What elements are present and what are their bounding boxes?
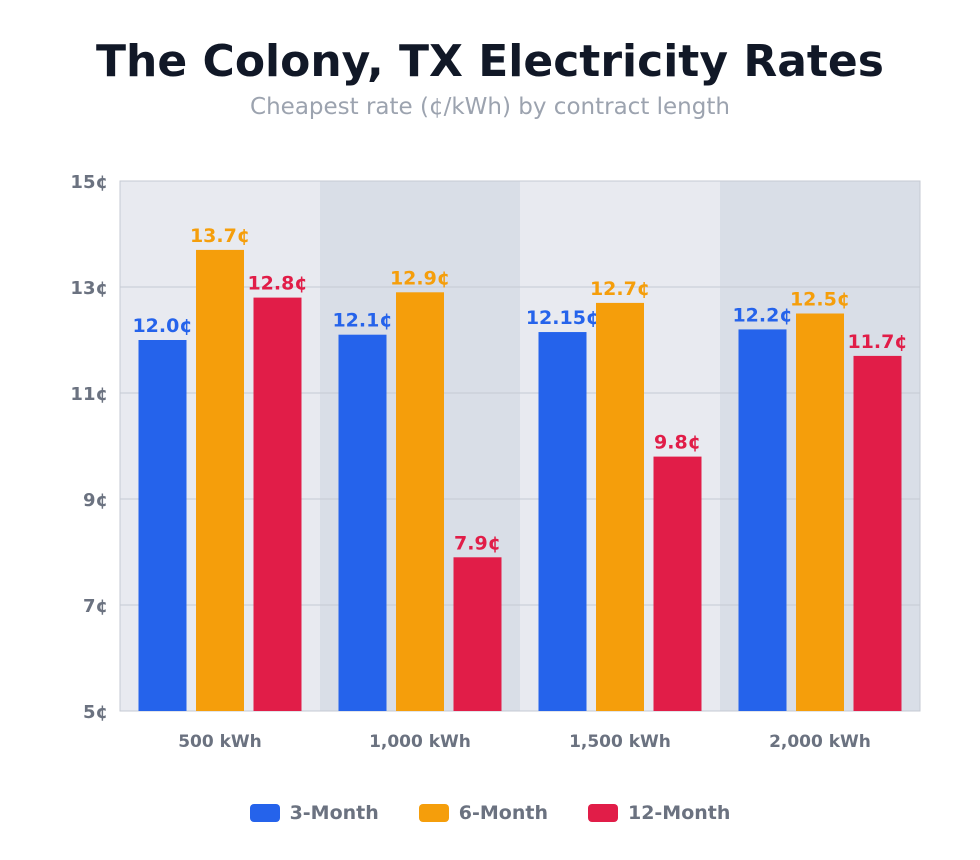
y-tick-label: 5¢	[83, 702, 108, 723]
x-tick-label: 2,000 kWh	[769, 732, 871, 752]
legend-label-12-month: 12-Month	[627, 802, 731, 824]
data-label: 7.9¢	[454, 532, 501, 554]
y-tick-label: 7¢	[83, 596, 108, 617]
chart-title: The Colony, TX Electricity Rates	[96, 36, 884, 87]
legend-item-12-month: 12-Month	[587, 802, 731, 824]
data-label: 12.2¢	[732, 304, 792, 326]
y-tick-label: 9¢	[83, 490, 108, 511]
data-label: 12.0¢	[132, 315, 192, 337]
bar-12-month	[853, 355, 902, 711]
data-label: 12.15¢	[526, 307, 599, 329]
legend-label-6-month: 6-Month	[458, 802, 548, 824]
bar-12-month	[653, 456, 702, 711]
bar-3-month	[538, 332, 587, 711]
data-label: 12.1¢	[332, 310, 392, 332]
plot-frame	[119, 180, 921, 712]
data-label: 12.9¢	[390, 267, 450, 289]
y-tick-label: 11¢	[70, 384, 108, 405]
x-tick-label: 500 kWh	[178, 732, 262, 752]
bar-12-month	[253, 297, 302, 711]
data-label: 12.5¢	[790, 289, 850, 311]
legend: 3-Month 6-Month 12-Month	[0, 802, 980, 824]
bar-3-month	[338, 334, 387, 711]
legend-swatch-12-month	[587, 804, 618, 822]
data-label: 12.7¢	[590, 278, 650, 300]
x-tick-label: 1,000 kWh	[369, 732, 471, 752]
y-tick-label: 15¢	[70, 172, 108, 193]
bar-12-month	[453, 557, 502, 711]
data-label: 9.8¢	[654, 432, 701, 454]
legend-swatch-6-month	[418, 804, 449, 822]
bar-6-month	[796, 313, 844, 711]
bar-3-month	[738, 329, 787, 711]
bar-chart: 5¢ 7¢ 9¢ 11¢ 13¢ 15¢ 12.0¢ 13.7¢ 12.8¢ 500 kWh 12.…	[70, 172, 921, 752]
y-tick-label: 13¢	[70, 278, 108, 299]
x-tick-label: 1,500 kWh	[569, 732, 671, 752]
data-label: 11.7¢	[847, 331, 907, 353]
bar-6-month	[596, 302, 644, 711]
legend-item-3-month: 3-Month	[249, 802, 379, 824]
bar-3-month	[138, 340, 187, 711]
data-label: 13.7¢	[190, 225, 250, 247]
legend-swatch-3-month	[249, 804, 280, 822]
chart-subtitle: Cheapest rate (¢/kWh) by contract length	[250, 94, 730, 120]
bar-6-month	[196, 249, 244, 711]
legend-item-6-month: 6-Month	[418, 802, 548, 824]
legend-label-3-month: 3-Month	[289, 802, 379, 824]
bar-6-month	[396, 292, 444, 711]
data-label: 12.8¢	[247, 273, 307, 295]
